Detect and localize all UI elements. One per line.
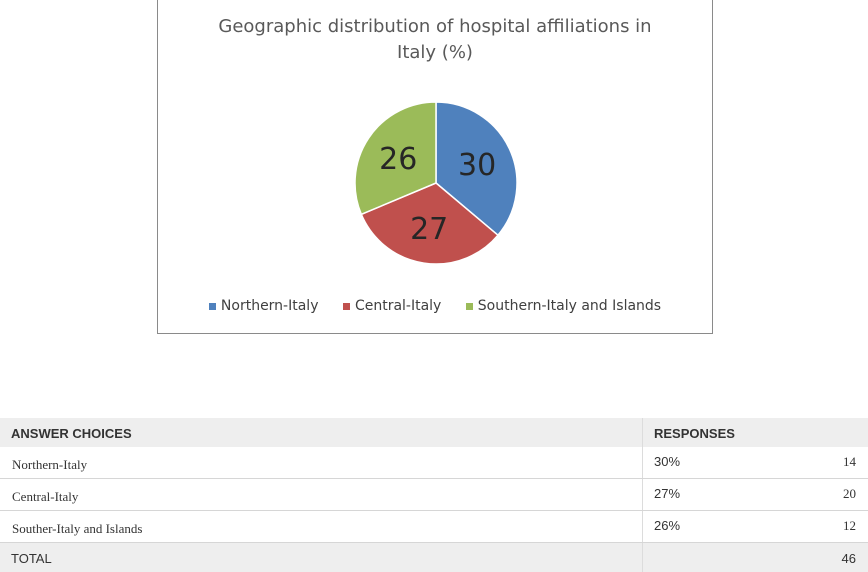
responses-table: ANSWER CHOICES RESPONSES Northern-Italy … [0,418,868,572]
chart-legend: Northern-Italy Central-Italy Southern-It… [158,298,712,314]
legend-swatch-northern [208,302,216,310]
legend-item-northern: Northern-Italy [208,298,319,314]
response-percent: 26% [654,518,681,533]
column-divider [642,418,643,447]
chart-title: Geographic distribution of hospital affi… [218,16,652,63]
total-label: TOTAL [11,551,52,566]
answer-choice-label: Central-Italy [12,489,79,504]
legend-label-northern: Northern-Italy [220,298,319,314]
data-label-northern: 30 [458,148,496,183]
table-row: Souther-Italy and Islands 26% 12 [0,511,868,543]
table-total-row: TOTAL 46 [0,543,868,572]
column-divider [642,511,643,542]
table-row: Northern-Italy 30% 14 [0,447,868,479]
column-divider [642,543,643,572]
response-percent: 27% [654,486,681,501]
pie-slice-southern [354,101,437,216]
legend-label-southern: Southern-Italy and Islands [477,298,662,314]
column-divider [642,447,643,478]
responses-header: RESPONSES [654,426,735,441]
legend-item-southern: Southern-Italy and Islands [465,298,662,314]
response-count: 14 [843,454,856,469]
legend-label-central: Central-Italy [354,298,442,314]
pie-slice-northern [435,101,518,237]
legend-swatch-southern [465,302,473,310]
table-header-row: ANSWER CHOICES RESPONSES [0,418,868,447]
answer-choice-label: Souther-Italy and Islands [12,521,143,536]
chart-container: Geographic distribution of hospital affi… [157,0,713,334]
answer-choices-header: ANSWER CHOICES [11,426,132,441]
pie-slice-central [360,182,499,265]
pie-chart: 30 27 26 [354,101,518,265]
data-label-southern: 26 [379,142,417,177]
legend-swatch-central [342,302,350,310]
legend-item-central: Central-Italy [342,298,442,314]
response-count: 12 [843,518,856,533]
total-count: 46 [841,551,856,566]
data-label-central: 27 [410,212,448,247]
response-count: 20 [843,486,856,501]
response-percent: 30% [654,454,681,469]
column-divider [642,479,643,510]
table-row: Central-Italy 27% 20 [0,479,868,511]
answer-choice-label: Northern-Italy [12,457,88,472]
